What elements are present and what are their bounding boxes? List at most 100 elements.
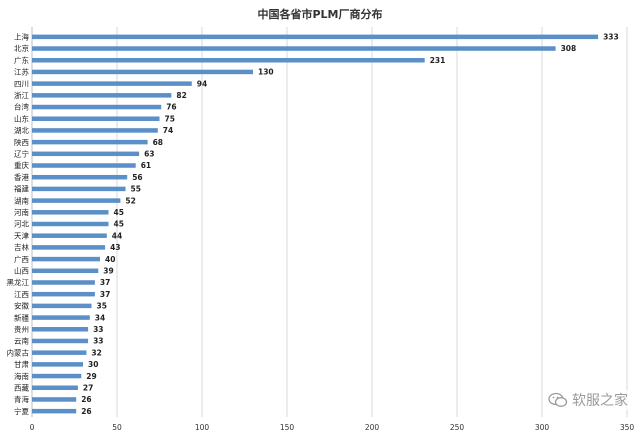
category-label-5: 浙江 xyxy=(14,90,29,100)
category-label-31: 青海 xyxy=(14,394,29,404)
bar-15 xyxy=(32,210,109,215)
data-label-26: 33 xyxy=(93,337,103,346)
x-tick-label-2: 100 xyxy=(195,423,210,432)
bar-6 xyxy=(32,104,162,110)
wechat-icon xyxy=(548,392,568,407)
bar-25 xyxy=(32,327,89,332)
bar-23 xyxy=(32,303,92,309)
data-label-19: 40 xyxy=(105,255,115,264)
bar-12 xyxy=(32,174,128,180)
category-label-30: 西藏 xyxy=(14,382,29,392)
category-label-28: 甘肃 xyxy=(14,359,29,369)
category-label-22: 江西 xyxy=(14,290,29,299)
bar-14 xyxy=(32,198,121,203)
bar-10 xyxy=(32,151,140,157)
data-label-13: 55 xyxy=(131,185,141,194)
data-label-22: 37 xyxy=(100,290,110,299)
category-label-25: 贵州 xyxy=(14,324,29,334)
watermark: 软服之家 xyxy=(548,390,628,410)
data-label-20: 39 xyxy=(103,266,113,275)
bar-5 xyxy=(32,93,172,98)
x-tick-label-0: 0 xyxy=(30,423,35,432)
category-label-3: 江苏 xyxy=(14,67,29,77)
category-label-6: 台湾 xyxy=(14,102,29,112)
watermark-text: 软服之家 xyxy=(572,393,628,409)
data-label-14: 52 xyxy=(125,196,135,205)
data-label-9: 68 xyxy=(153,138,163,147)
bar-31 xyxy=(32,397,77,402)
category-label-20: 山西 xyxy=(14,265,29,275)
data-label-8: 74 xyxy=(163,126,173,135)
data-label-12: 56 xyxy=(132,173,142,182)
bar-27 xyxy=(32,350,87,355)
category-label-13: 福建 xyxy=(14,184,29,194)
category-label-12: 香港 xyxy=(14,172,29,182)
data-label-27: 32 xyxy=(91,348,101,357)
data-label-30: 27 xyxy=(83,383,93,392)
data-label-23: 35 xyxy=(97,302,107,311)
data-label-28: 30 xyxy=(88,360,98,369)
category-label-14: 湖南 xyxy=(14,195,29,205)
x-tick-label-3: 150 xyxy=(280,423,295,432)
category-label-18: 吉林 xyxy=(14,242,29,252)
category-label-8: 湖北 xyxy=(14,126,29,135)
bar-9 xyxy=(32,139,148,145)
data-label-31: 26 xyxy=(81,395,91,404)
bar-30 xyxy=(32,385,78,391)
bar-16 xyxy=(32,221,109,227)
bar-4 xyxy=(32,81,192,86)
category-label-16: 河北 xyxy=(14,220,29,229)
bar-18 xyxy=(32,245,106,250)
data-label-15: 45 xyxy=(114,208,124,217)
category-label-1: 北京 xyxy=(14,43,29,53)
bar-2 xyxy=(32,57,425,63)
bar-26 xyxy=(32,338,89,344)
bar-8 xyxy=(32,128,158,133)
category-label-21: 黑龙江 xyxy=(7,277,30,287)
data-label-25: 33 xyxy=(93,325,103,334)
data-label-24: 34 xyxy=(95,313,105,322)
data-label-4: 94 xyxy=(197,79,207,88)
bar-3 xyxy=(32,69,253,75)
chart-title: 中国各省市PLM厂商分布 xyxy=(257,8,383,21)
data-label-10: 63 xyxy=(144,150,154,159)
data-label-21: 37 xyxy=(100,278,110,287)
category-label-9: 陕西 xyxy=(14,137,29,147)
data-label-3: 130 xyxy=(258,68,274,77)
data-label-6: 76 xyxy=(166,103,176,112)
data-label-16: 45 xyxy=(114,220,124,229)
category-label-26: 云南 xyxy=(14,336,29,346)
bar-28 xyxy=(32,362,83,367)
bar-22 xyxy=(32,291,95,297)
category-label-15: 河南 xyxy=(14,207,29,217)
bar-13 xyxy=(32,186,126,192)
bar-0 xyxy=(32,34,599,40)
bar-7 xyxy=(32,116,160,121)
bar-24 xyxy=(32,315,90,320)
category-label-7: 山东 xyxy=(14,113,29,123)
category-label-10: 辽宁 xyxy=(14,149,29,159)
data-label-2: 231 xyxy=(430,56,446,65)
bar-21 xyxy=(32,280,95,285)
category-label-19: 广西 xyxy=(14,254,29,264)
data-label-11: 61 xyxy=(141,161,151,170)
x-tick-label-6: 300 xyxy=(535,423,550,432)
data-label-18: 43 xyxy=(110,243,120,252)
x-tick-label-4: 200 xyxy=(365,423,380,432)
bar-19 xyxy=(32,256,100,262)
category-label-29: 海南 xyxy=(14,371,29,381)
category-label-23: 安徽 xyxy=(14,301,29,311)
category-label-32: 宁夏 xyxy=(14,406,29,416)
category-label-17: 天津 xyxy=(14,231,29,240)
category-label-2: 广东 xyxy=(14,55,29,65)
category-label-11: 重庆 xyxy=(14,160,29,170)
category-label-24: 新疆 xyxy=(14,312,29,322)
bar-11 xyxy=(32,163,136,168)
category-label-4: 四川 xyxy=(14,79,29,88)
x-tick-label-5: 250 xyxy=(450,423,465,432)
bar-29 xyxy=(32,373,82,379)
data-label-32: 26 xyxy=(81,407,91,416)
x-tick-label-7: 350 xyxy=(620,423,635,432)
